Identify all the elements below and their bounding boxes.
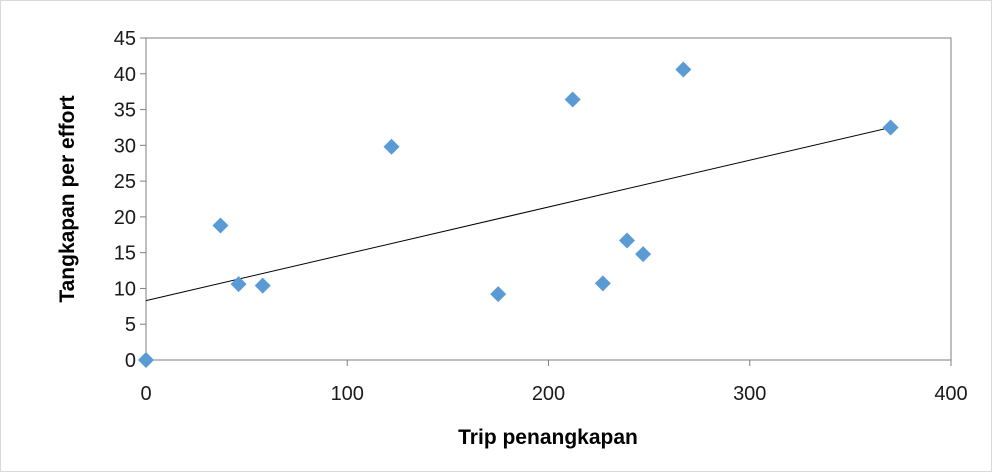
data-point-10 xyxy=(675,61,692,78)
data-point-2 xyxy=(230,276,247,293)
y-tick-label: 30 xyxy=(114,135,136,157)
data-point-4 xyxy=(383,138,400,155)
plot-area xyxy=(145,37,952,361)
data-point-8 xyxy=(618,232,635,249)
x-axis-title: Trip penangkapan xyxy=(458,426,638,449)
y-tick-label: 0 xyxy=(125,350,136,372)
y-tick-label: 40 xyxy=(114,64,136,86)
x-tick-label: 300 xyxy=(733,383,766,405)
y-tick-label: 20 xyxy=(114,207,136,229)
y-tick-label: 25 xyxy=(114,171,136,193)
data-point-11 xyxy=(882,119,899,136)
y-axis-title: Tangkapan per effort xyxy=(56,95,79,302)
data-point-6 xyxy=(564,91,581,108)
y-tick-label: 45 xyxy=(114,28,136,50)
x-axis-ticks: 0 100 200 300 400 xyxy=(140,360,968,405)
y-tick-label: 35 xyxy=(114,100,136,122)
data-point-5 xyxy=(490,286,507,303)
y-tick-label: 10 xyxy=(114,278,136,300)
data-point-1 xyxy=(212,217,229,234)
data-point-7 xyxy=(594,275,611,292)
x-tick-label: 200 xyxy=(532,383,565,405)
data-point-3 xyxy=(254,277,271,294)
x-tick-label: 400 xyxy=(934,383,967,405)
y-tick-label: 15 xyxy=(114,243,136,265)
data-point-9 xyxy=(635,246,652,263)
y-axis-ticks: 0 5 10 15 20 25 30 35 40 45 xyxy=(114,28,146,372)
data-point-0 xyxy=(138,352,154,368)
y-tick-label: 5 xyxy=(125,314,136,336)
trendline xyxy=(145,126,891,302)
x-tick-label: 0 xyxy=(140,383,151,405)
data-points xyxy=(138,61,899,368)
x-tick-label: 100 xyxy=(331,383,364,405)
